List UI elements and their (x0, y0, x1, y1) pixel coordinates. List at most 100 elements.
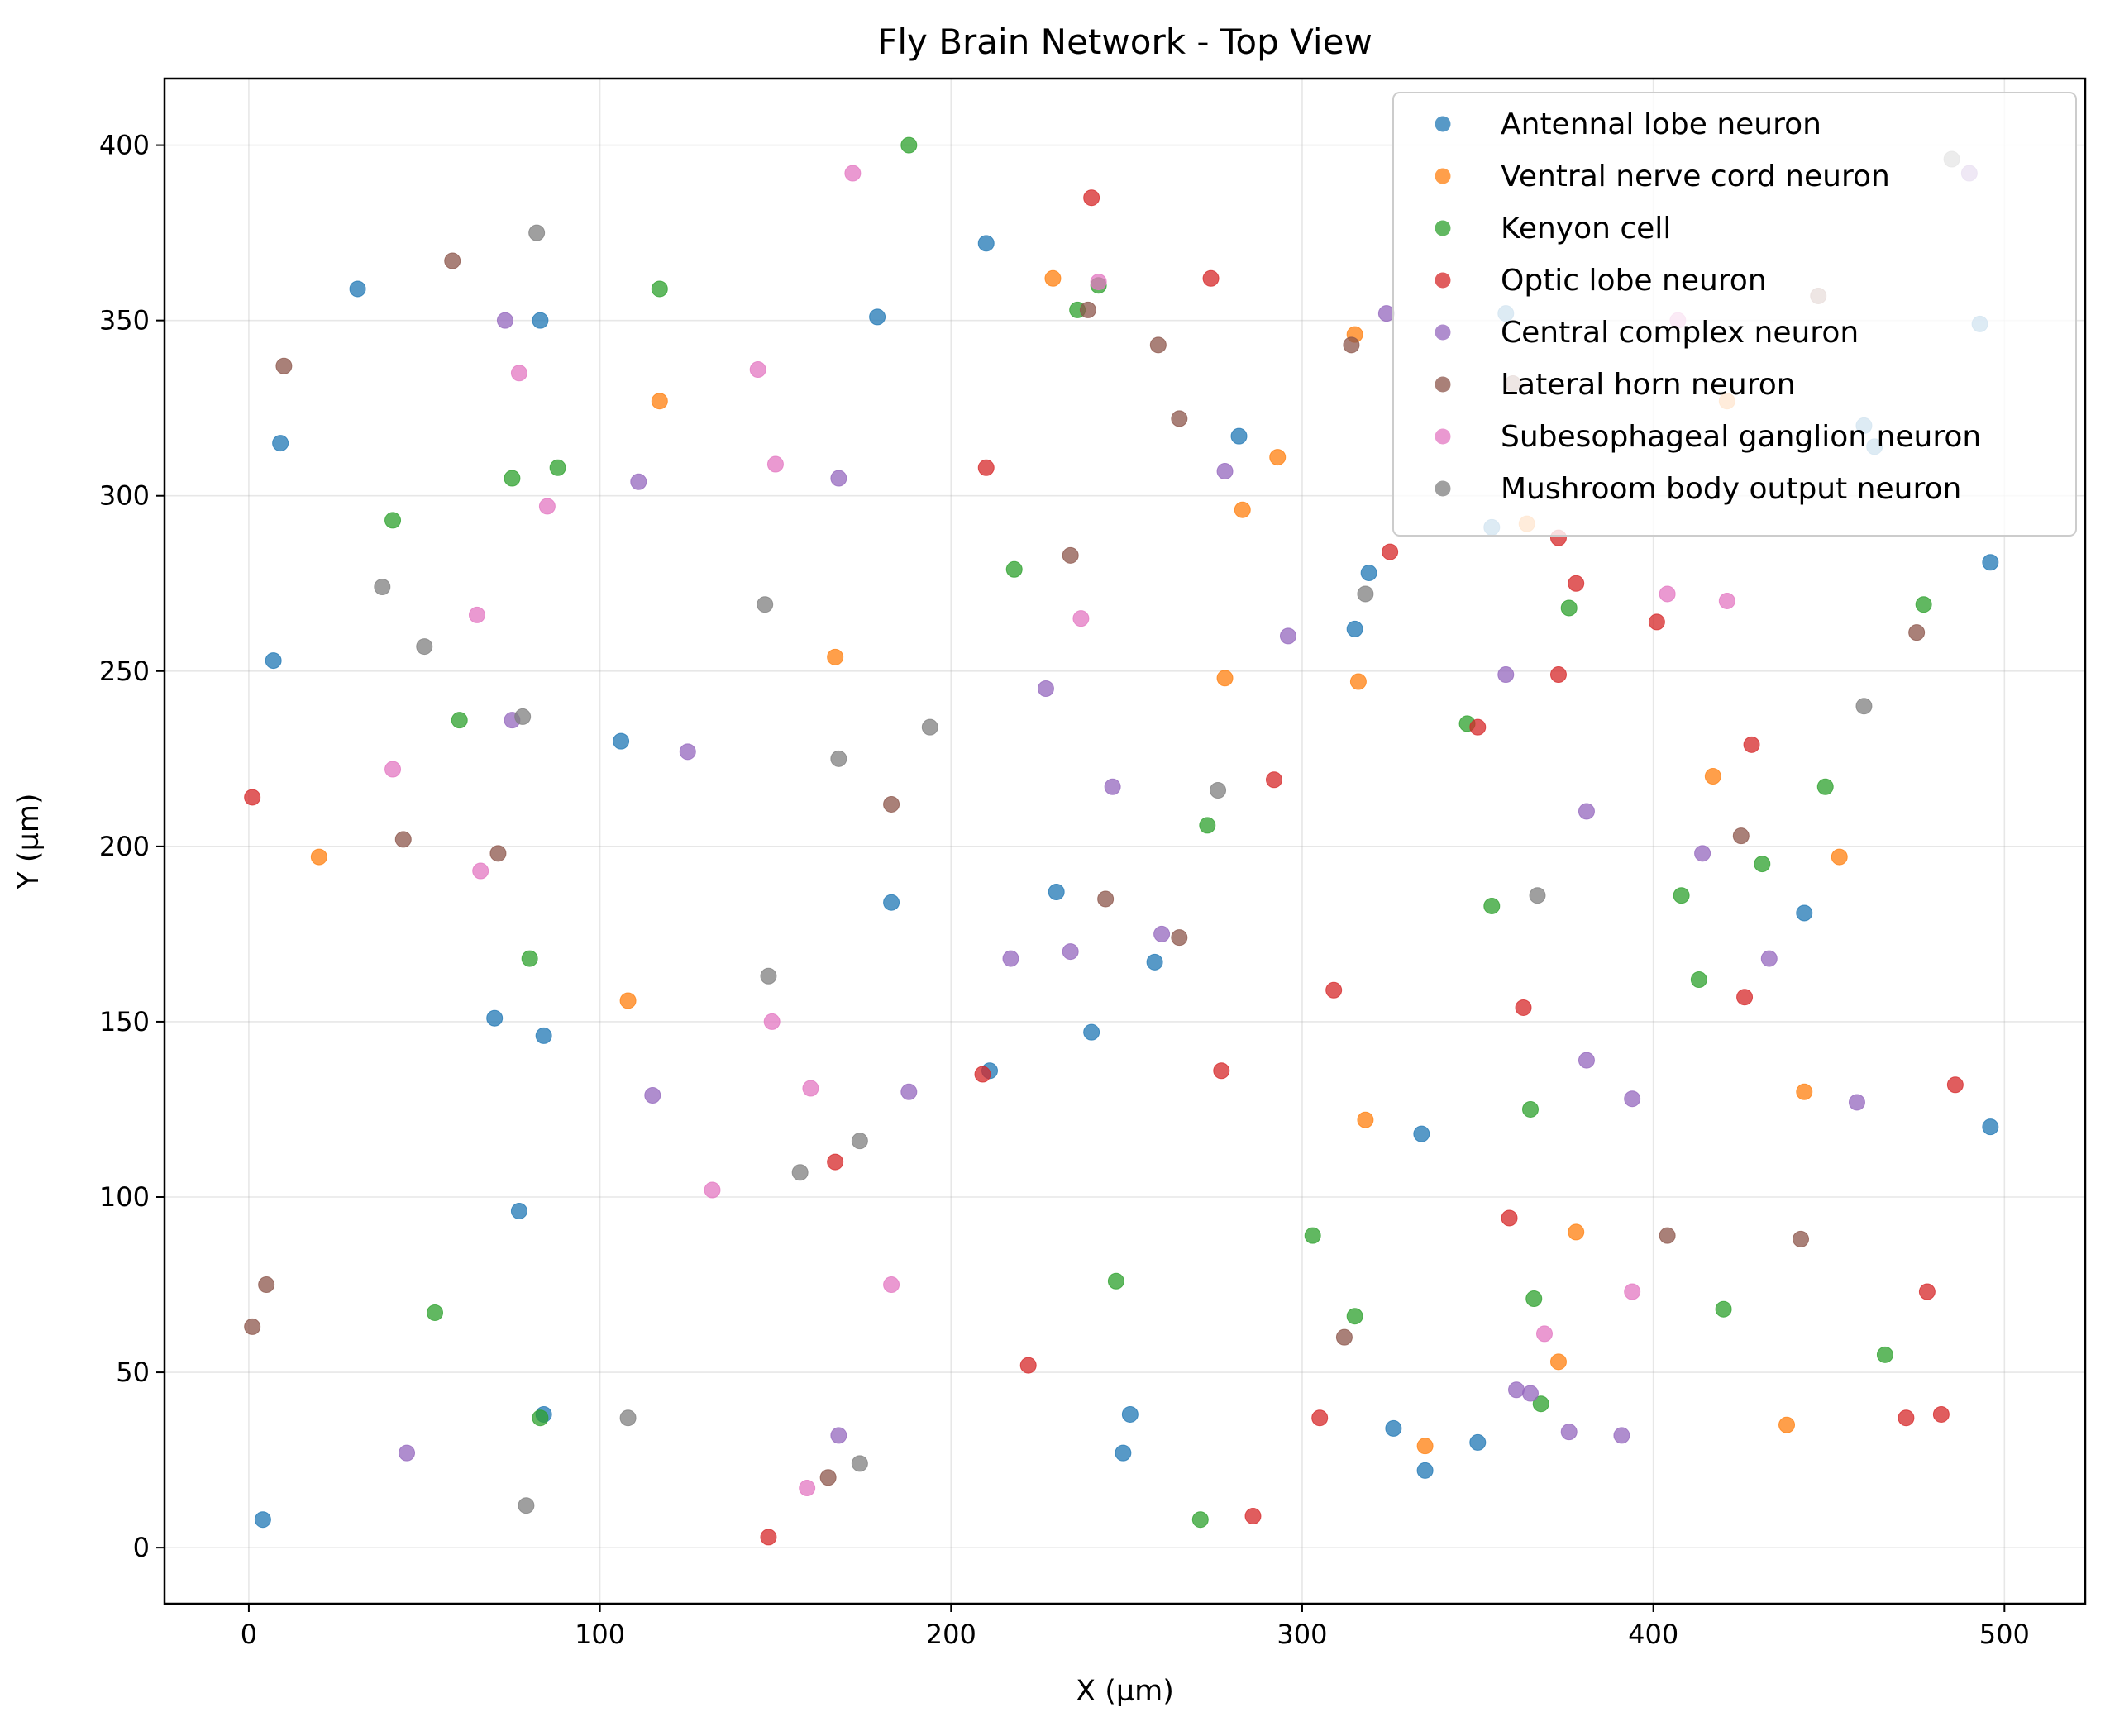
data-point (1146, 953, 1163, 971)
y-tick-label: 150 (99, 1006, 150, 1037)
data-point (1549, 1353, 1567, 1371)
y-tick-label: 50 (116, 1357, 150, 1388)
data-point (1525, 1290, 1543, 1307)
data-point (1234, 501, 1251, 518)
legend-label: Central complex neuron (1501, 316, 1859, 350)
x-tick-label: 500 (1979, 1619, 2030, 1650)
legend-label: Mushroom body output neuron (1501, 472, 1961, 506)
data-point (760, 967, 777, 985)
data-point (1908, 624, 1926, 641)
data-point (535, 1027, 552, 1044)
data-point (244, 789, 261, 806)
data-point (1325, 981, 1343, 999)
data-point (619, 992, 637, 1009)
data-point (1659, 585, 1676, 603)
data-point (1171, 929, 1188, 947)
data-point (549, 459, 566, 476)
data-point (1230, 427, 1248, 445)
y-tick-label: 250 (99, 656, 150, 687)
data-point (1104, 778, 1121, 795)
data-point (1171, 410, 1188, 427)
data-point (384, 761, 402, 778)
data-point (1304, 1227, 1321, 1244)
data-point (1515, 999, 1532, 1016)
data-point (1199, 817, 1216, 834)
data-point (651, 280, 668, 298)
x-tick-label: 300 (1277, 1619, 1327, 1650)
data-point (486, 1009, 504, 1027)
legend-box (1392, 92, 2077, 537)
data-point (514, 708, 532, 725)
data-point (1357, 1111, 1374, 1128)
data-point (749, 361, 766, 379)
data-point (1535, 1325, 1553, 1343)
data-point (416, 638, 433, 656)
data-point (1044, 269, 1062, 287)
data-point (1413, 1125, 1430, 1142)
data-point (1346, 1308, 1363, 1325)
data-point (977, 459, 995, 476)
grid-lines (165, 79, 2085, 1604)
data-point (1416, 1438, 1434, 1455)
data-point (883, 1276, 900, 1294)
data-point (883, 795, 900, 813)
data-point (1624, 1283, 1641, 1300)
data-point (1048, 884, 1065, 900)
data-point (1149, 336, 1167, 354)
data-point (1532, 1395, 1549, 1413)
data-point (1213, 1062, 1230, 1080)
data-point (1715, 1300, 1732, 1318)
data-point (532, 1409, 549, 1427)
data-point (1483, 897, 1501, 914)
data-point (1918, 1283, 1936, 1300)
data-point (254, 1511, 271, 1529)
data-point (1062, 943, 1079, 961)
data-point (1005, 560, 1023, 578)
data-point (704, 1181, 721, 1199)
data-point (1115, 1444, 1132, 1462)
data-point (1469, 1433, 1487, 1451)
data-point (1265, 771, 1282, 789)
data-point (1915, 596, 1932, 613)
data-point (472, 862, 489, 880)
legend-label: Antennal lobe neuron (1501, 107, 1821, 141)
data-point (1578, 1052, 1595, 1069)
data-point (1416, 1462, 1434, 1479)
data-point (1062, 546, 1079, 564)
data-point (1704, 768, 1721, 785)
data-point (1072, 610, 1090, 627)
data-point (679, 743, 696, 761)
data-point (1754, 856, 1771, 873)
data-point (1191, 1511, 1209, 1529)
data-point (1079, 301, 1096, 318)
data-point (830, 1427, 847, 1444)
data-point (1121, 1405, 1139, 1423)
data-point (1778, 1416, 1796, 1433)
data-point (851, 1133, 868, 1150)
y-tick-label: 200 (99, 831, 150, 862)
data-point (532, 312, 549, 329)
data-point (1982, 554, 1999, 571)
data-point (1946, 1076, 1964, 1094)
plot-area-frame (163, 77, 2087, 1605)
data-point (1377, 305, 1395, 322)
data-point (1210, 782, 1227, 799)
data-point (258, 1276, 275, 1294)
data-point (1624, 1090, 1641, 1108)
legend-label: Lateral horn neuron (1501, 368, 1796, 402)
legend-marker (1435, 220, 1451, 236)
data-point (1855, 698, 1873, 715)
series-6 (384, 165, 1735, 1497)
data-point (1648, 613, 1665, 631)
data-point (1508, 1381, 1525, 1399)
data-point (1090, 274, 1107, 290)
data-point (538, 498, 556, 515)
data-point (504, 470, 521, 487)
data-point (869, 308, 886, 326)
data-point (827, 648, 844, 665)
data-point (1831, 848, 1848, 866)
y-tick-label: 100 (99, 1181, 150, 1213)
series-3 (244, 189, 1964, 1546)
data-point (1153, 925, 1171, 942)
data-point (1349, 673, 1367, 690)
